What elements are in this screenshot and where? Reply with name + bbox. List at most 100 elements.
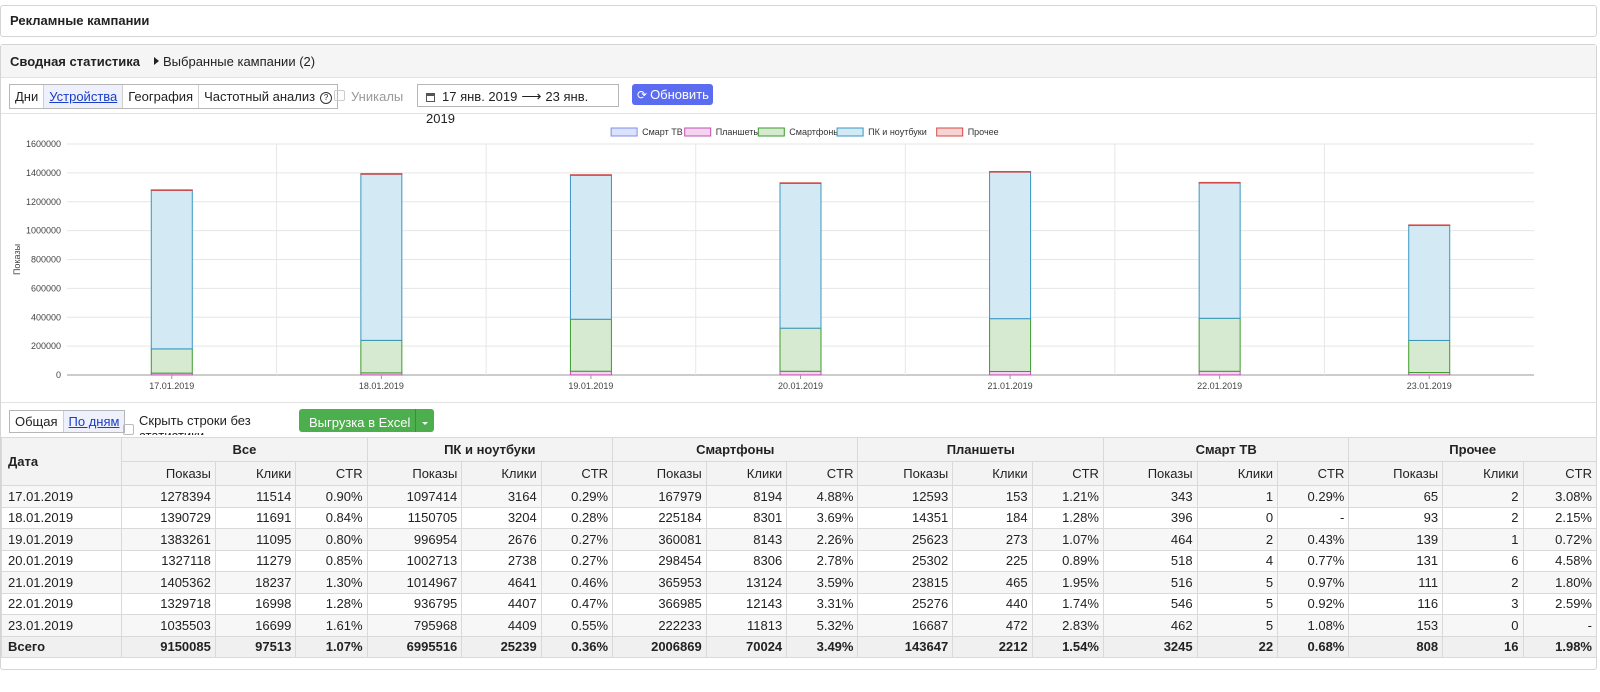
table-cell: 0.29% bbox=[1277, 485, 1350, 508]
table-cell: 273 bbox=[952, 528, 1033, 551]
column-header-ctr[interactable]: CTR bbox=[540, 461, 614, 486]
date-to: 23 янв. 2019 bbox=[426, 89, 589, 126]
total-cell: 6995516 bbox=[366, 635, 463, 658]
legend-label: Смарт ТВ bbox=[642, 127, 683, 137]
total-cell: 0.36% bbox=[540, 635, 614, 658]
table-cell: 25623 bbox=[857, 528, 954, 551]
table-cell: 222233 bbox=[612, 614, 707, 637]
table-cell: 5 bbox=[1196, 592, 1279, 615]
page-title-panel: Рекламные кампании bbox=[0, 5, 1597, 37]
hide-empty-rows-checkbox[interactable]: Скрыть строки без статистики bbox=[123, 413, 283, 435]
table-cell: 0.77% bbox=[1277, 549, 1350, 572]
column-header-impressions[interactable]: Показы bbox=[612, 461, 707, 486]
bar-segment bbox=[779, 182, 822, 184]
tab-frequency[interactable]: Частотный анализ? bbox=[199, 85, 337, 108]
table-cell: 153 bbox=[1348, 614, 1444, 637]
uniques-checkbox[interactable]: Уникалы bbox=[334, 89, 403, 104]
bar-segment bbox=[150, 189, 193, 350]
devices-chart: 0 200000 400000 600000 800000 1000000 1200000 1… bbox=[1, 114, 1597, 403]
group-header-smartphones: Смартфоны bbox=[612, 437, 859, 462]
table-cell: 5 bbox=[1196, 571, 1279, 594]
column-header-ctr[interactable]: CTR bbox=[1031, 461, 1104, 486]
column-header-clicks[interactable]: Клики bbox=[1442, 461, 1524, 486]
column-header-ctr[interactable]: CTR bbox=[1522, 461, 1598, 486]
y-tick-label: 1000000 bbox=[26, 226, 61, 236]
date-column-header[interactable]: Дата bbox=[0, 437, 123, 486]
tab-days[interactable]: Дни bbox=[10, 85, 45, 108]
table-cell: 4409 bbox=[461, 614, 542, 637]
table-cell: 366985 bbox=[612, 592, 707, 615]
column-header-clicks[interactable]: Клики bbox=[705, 461, 788, 486]
view-tabs: Дни Устройства География Частотный анали… bbox=[9, 84, 339, 109]
column-header-ctr[interactable]: CTR bbox=[1277, 461, 1350, 486]
tab-overall[interactable]: Общая bbox=[10, 411, 64, 432]
selected-campaigns-toggle[interactable]: Выбранные кампании (2) bbox=[154, 54, 315, 69]
y-tick-label: 200000 bbox=[31, 341, 61, 351]
column-header-clicks[interactable]: Клики bbox=[461, 461, 542, 486]
column-header-clicks[interactable]: Клики bbox=[952, 461, 1033, 486]
uniques-checkbox-box[interactable] bbox=[334, 90, 345, 101]
row-date-cell: 22.01.2019 bbox=[0, 592, 123, 615]
caret-right-icon bbox=[154, 57, 159, 65]
column-header-impressions[interactable]: Показы bbox=[1348, 461, 1444, 486]
column-header-impressions[interactable]: Показы bbox=[1102, 461, 1198, 486]
table-toolbar: Общая По дням Скрыть строки без статисти… bbox=[1, 403, 1596, 437]
bar-segment bbox=[569, 174, 612, 176]
table-cell: 0.72% bbox=[1522, 528, 1598, 551]
refresh-icon: ⟳ bbox=[637, 88, 648, 102]
x-tick-label: 19.01.2019 bbox=[568, 381, 613, 391]
table-cell: 2.26% bbox=[786, 528, 859, 551]
table-cell: 18237 bbox=[214, 571, 297, 594]
total-cell: 9150085 bbox=[121, 635, 216, 658]
table-cell: 3164 bbox=[461, 485, 542, 508]
table-cell: 8306 bbox=[705, 549, 788, 572]
bar-segment bbox=[1198, 317, 1241, 372]
legend-swatch bbox=[936, 127, 964, 137]
column-header-clicks[interactable]: Клики bbox=[1196, 461, 1279, 486]
group-header-other: Прочее bbox=[1348, 437, 1597, 462]
hide-empty-rows-box[interactable] bbox=[123, 424, 134, 435]
table-cell: 1.61% bbox=[295, 614, 368, 637]
table-cell: 11095 bbox=[214, 528, 297, 551]
column-header-impressions[interactable]: Показы bbox=[121, 461, 216, 486]
x-tick-label: 21.01.2019 bbox=[988, 381, 1033, 391]
column-header-impressions[interactable]: Показы bbox=[857, 461, 954, 486]
column-header-ctr[interactable]: CTR bbox=[295, 461, 368, 486]
refresh-button[interactable]: ⟳ Обновить bbox=[632, 84, 713, 105]
tab-geography[interactable]: География bbox=[123, 85, 200, 108]
y-tick-label: 1400000 bbox=[26, 168, 61, 178]
export-excel-button[interactable]: Выгрузка в Excel bbox=[299, 409, 434, 432]
row-date-cell: 20.01.2019 bbox=[0, 549, 123, 572]
table-cell: 1390729 bbox=[121, 506, 216, 529]
row-date-cell: 17.01.2019 bbox=[0, 485, 123, 508]
legend-label: Прочее bbox=[968, 127, 999, 137]
export-dropdown-toggle[interactable] bbox=[415, 409, 434, 432]
bar-segment bbox=[989, 318, 1032, 372]
table-cell: 2676 bbox=[461, 528, 542, 551]
table-cell: 11813 bbox=[705, 614, 788, 637]
table-cell: 2 bbox=[1442, 485, 1524, 508]
table-cell: 225184 bbox=[612, 506, 707, 529]
table-cell: 116 bbox=[1348, 592, 1444, 615]
table-cell: 1405362 bbox=[121, 571, 216, 594]
column-header-clicks[interactable]: Клики bbox=[214, 461, 297, 486]
group-header-row: Дата Все ПК и ноутбуки Смартфоны Планшет… bbox=[0, 437, 1597, 486]
date-range-picker[interactable]: 17 янв. 2019 ⟶ 23 янв. 2019 bbox=[417, 84, 619, 126]
table-cell: 0.28% bbox=[540, 506, 614, 529]
tab-devices[interactable]: Устройства bbox=[44, 85, 124, 108]
table-cell: 111 bbox=[1348, 571, 1444, 594]
tab-by-days[interactable]: По дням bbox=[63, 411, 125, 432]
summary-panel: Сводная статистика Выбранные кампании (2… bbox=[0, 44, 1598, 670]
table-cell: 3.59% bbox=[786, 571, 859, 594]
bar-segment bbox=[779, 327, 822, 372]
help-icon[interactable]: ? bbox=[320, 92, 333, 104]
table-cell: 0.80% bbox=[295, 528, 368, 551]
bar-segment bbox=[1408, 225, 1451, 341]
bar-segment bbox=[1198, 181, 1241, 184]
column-header-ctr[interactable]: CTR bbox=[786, 461, 859, 486]
total-cell: 808 bbox=[1348, 635, 1444, 658]
table-cell: 139 bbox=[1348, 528, 1444, 551]
column-header-impressions[interactable]: Показы bbox=[366, 461, 463, 486]
table-cell: 0.85% bbox=[295, 549, 368, 572]
group-header-all: Все bbox=[121, 437, 368, 462]
